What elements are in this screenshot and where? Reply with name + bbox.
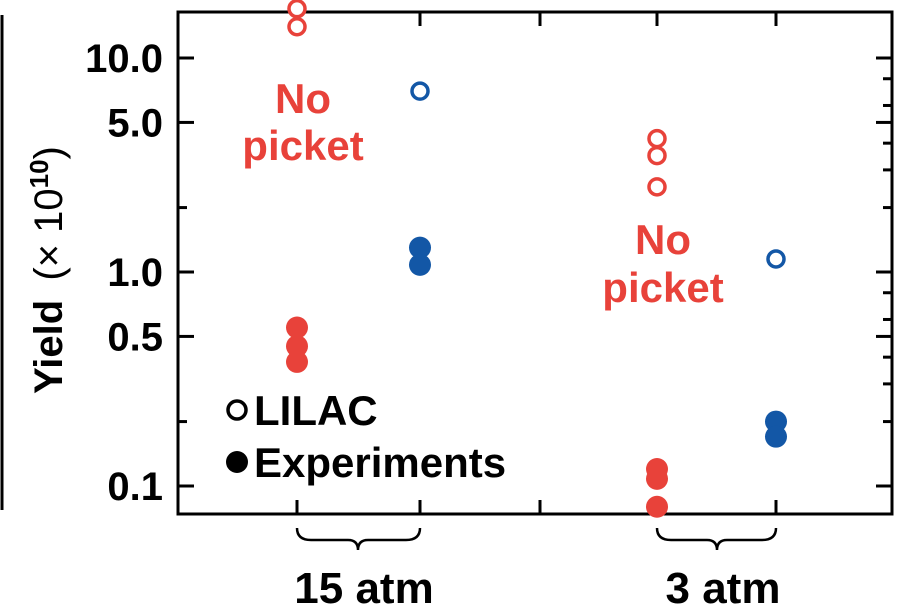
y-tick-label: 0.5 (107, 315, 163, 359)
experiment-point (286, 335, 308, 358)
group-brackets (295, 527, 778, 551)
y-tick-label: 5.0 (107, 101, 163, 145)
y-axis-label-exponent: 10 (24, 159, 54, 188)
plot-frame (176, 10, 894, 516)
y-axis-label: Yield (× 1010) (24, 146, 71, 394)
legend-filled-marker (226, 451, 248, 473)
experiment-point (765, 410, 787, 433)
lilac-point (647, 177, 667, 197)
lilac-point (287, 16, 307, 37)
y-tick-label: 10.0 (85, 37, 163, 81)
y-tick-label: 0.1 (107, 465, 163, 509)
legend-label: LILAC (254, 387, 378, 434)
annotation-line1: No (635, 216, 691, 263)
annotation-line2: picket (602, 264, 723, 311)
group-labels: 15 atm 3 atm (294, 564, 780, 613)
y-axis-label-factor: (× 10 (27, 188, 71, 280)
group-label: 15 atm (294, 564, 433, 613)
data-points (286, 0, 787, 518)
experiment-point (286, 316, 308, 339)
lilac-point (287, 0, 307, 19)
lilac-point (766, 249, 786, 269)
group-label: 3 atm (666, 564, 781, 613)
experiment-point (646, 495, 668, 518)
y-tick-label: 1.0 (107, 251, 163, 295)
legend-label: Experiments (254, 439, 506, 486)
legend-open-marker (226, 399, 248, 421)
annotation-line2: picket (242, 122, 363, 169)
y-axis-label-main: Yield (27, 300, 71, 394)
experiment-point (765, 425, 787, 448)
experiment-point (646, 467, 668, 490)
experiment-point (409, 236, 431, 259)
annotation-line1: No (275, 75, 331, 122)
lilac-point (410, 81, 430, 101)
lilac-point (647, 128, 667, 149)
lilac-point (647, 145, 667, 166)
group-bracket (655, 527, 778, 551)
legend: LILAC Experiments (226, 387, 506, 486)
experiment-point (286, 350, 308, 373)
experiment-point (409, 253, 431, 276)
group-bracket (295, 527, 422, 551)
y-axis-label-close: ) (27, 146, 71, 159)
y-tick-labels: 10.0 5.0 1.0 0.5 0.1 (85, 37, 163, 509)
